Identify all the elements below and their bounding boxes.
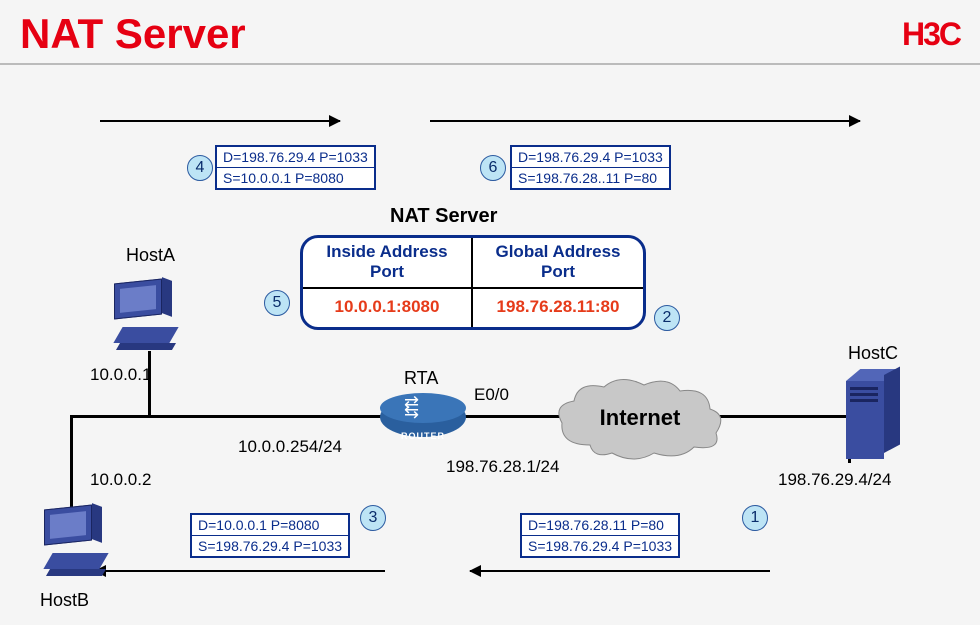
nat-col-global: Global AddressPort 198.76.28.11:80 bbox=[473, 238, 643, 327]
packet-src: S=198.76.29.4 P=1033 bbox=[192, 536, 348, 556]
diagram-canvas: D=198.76.29.4 P=1033 S=10.0.0.1 P=8080 D… bbox=[0, 65, 980, 625]
host-b-ip: 10.0.0.2 bbox=[90, 470, 151, 490]
packet-box-4: D=198.76.29.4 P=1033 S=10.0.0.1 P=8080 bbox=[215, 145, 376, 190]
header: NAT Server H3C bbox=[0, 0, 980, 65]
host-c-label: HostC bbox=[848, 343, 898, 364]
host-b-icon bbox=[40, 505, 120, 575]
router-inside-ip: 10.0.0.254/24 bbox=[238, 437, 342, 457]
host-c-icon bbox=[842, 371, 902, 461]
packet-dest: D=198.76.29.4 P=1033 bbox=[217, 147, 374, 168]
step-badge-4: 4 bbox=[187, 155, 213, 181]
wire-host-b bbox=[70, 415, 73, 507]
step-badge-2: 2 bbox=[654, 305, 680, 331]
internet-cloud: Internet bbox=[550, 375, 730, 465]
brand-logo: H3C bbox=[902, 16, 960, 53]
packet-dest: D=198.76.29.4 P=1033 bbox=[512, 147, 669, 168]
step-badge-1: 1 bbox=[742, 505, 768, 531]
nat-global-header: Global AddressPort bbox=[473, 238, 643, 289]
nat-inside-header: Inside AddressPort bbox=[303, 238, 471, 289]
nat-table-title: NAT Server bbox=[390, 205, 497, 228]
nat-translation-table: Inside AddressPort 10.0.0.1:8080 Global … bbox=[300, 235, 646, 330]
packet-box-6: D=198.76.29.4 P=1033 S=198.76.28..11 P=8… bbox=[510, 145, 671, 190]
page-title: NAT Server bbox=[20, 10, 246, 58]
packet-dest: D=198.76.28.11 P=80 bbox=[522, 515, 678, 536]
flow-arrow-3 bbox=[95, 570, 385, 572]
nat-inside-value: 10.0.0.1:8080 bbox=[303, 289, 471, 327]
host-c-ip: 198.76.29.4/24 bbox=[778, 470, 891, 490]
flow-arrow-4 bbox=[100, 120, 340, 122]
router-icon: ⇄⇆ ROUTER bbox=[380, 393, 470, 449]
nat-col-inside: Inside AddressPort 10.0.0.1:8080 bbox=[303, 238, 473, 327]
router-arrows-icon: ⇄⇆ bbox=[404, 397, 419, 417]
packet-src: S=198.76.28..11 P=80 bbox=[512, 168, 669, 188]
packet-dest: D=10.0.0.1 P=8080 bbox=[192, 515, 348, 536]
router-name: RTA bbox=[404, 368, 438, 389]
router-outside-ip: 198.76.28.1/24 bbox=[446, 457, 559, 477]
packet-box-3: D=10.0.0.1 P=8080 S=198.76.29.4 P=1033 bbox=[190, 513, 350, 558]
flow-arrow-6 bbox=[430, 120, 860, 122]
packet-box-1: D=198.76.28.11 P=80 S=198.76.29.4 P=1033 bbox=[520, 513, 680, 558]
step-badge-3: 3 bbox=[360, 505, 386, 531]
host-a-icon bbox=[110, 279, 190, 349]
host-b-label: HostB bbox=[40, 590, 89, 611]
step-badge-6: 6 bbox=[480, 155, 506, 181]
host-a-label: HostA bbox=[126, 245, 175, 266]
host-a-ip: 10.0.0.1 bbox=[90, 365, 151, 385]
packet-src: S=198.76.29.4 P=1033 bbox=[522, 536, 678, 556]
nat-global-value: 198.76.28.11:80 bbox=[473, 289, 643, 327]
internet-label: Internet bbox=[550, 405, 730, 431]
packet-src: S=10.0.0.1 P=8080 bbox=[217, 168, 374, 188]
flow-arrow-1 bbox=[470, 570, 770, 572]
step-badge-5: 5 bbox=[264, 290, 290, 316]
router-type-label: ROUTER bbox=[380, 431, 466, 441]
router-interface: E0/0 bbox=[474, 385, 509, 405]
